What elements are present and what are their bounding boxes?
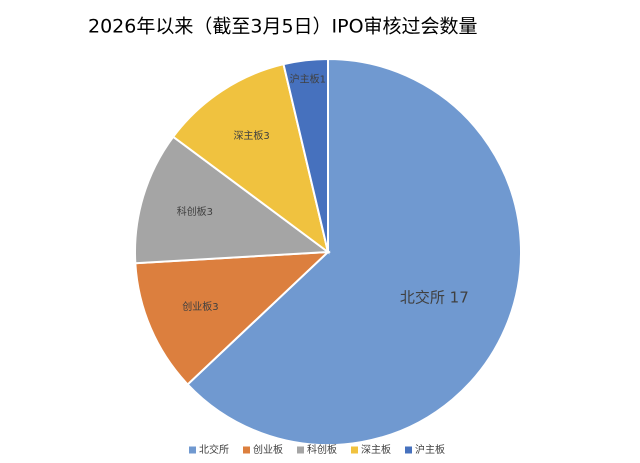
legend-swatch [351, 446, 358, 454]
pie-slice [171, 62, 330, 255]
data-label: 深主板3 [233, 129, 269, 142]
legend-label: 深主板 [361, 443, 391, 456]
legend-swatch [297, 446, 304, 454]
legend-swatch [405, 446, 412, 454]
pie-slice [134, 135, 331, 265]
data-label: 沪主板1 [290, 72, 326, 85]
chart-title: 2026年以来（截至3月5日）IPO审核过会数量 [88, 16, 478, 38]
data-label: 科创板3 [177, 205, 213, 218]
legend-swatch [243, 446, 250, 454]
pie-slice [186, 57, 522, 446]
data-label: 创业板3 [182, 300, 218, 313]
legend-label: 创业板 [253, 443, 283, 456]
pie-slice [134, 250, 331, 386]
pie-slice [282, 57, 329, 253]
data-label: 北交所 17 [400, 288, 469, 306]
legend-swatch [189, 446, 196, 454]
legend-label: 科创板 [307, 443, 337, 456]
legend-label: 沪主板 [415, 443, 445, 456]
legend-label: 北交所 [199, 443, 229, 456]
